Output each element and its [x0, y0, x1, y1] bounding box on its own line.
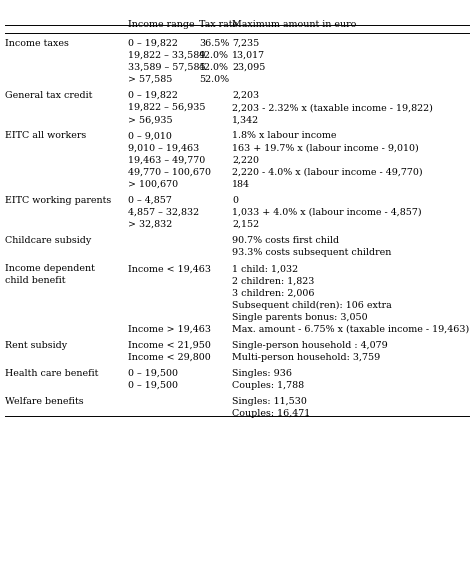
Text: Income > 19,463: Income > 19,463	[128, 325, 211, 334]
Text: 9,010 – 19,463: 9,010 – 19,463	[128, 144, 199, 153]
Text: > 100,670: > 100,670	[128, 180, 178, 189]
Text: Income taxes: Income taxes	[5, 39, 69, 48]
Text: 0 – 19,500: 0 – 19,500	[128, 381, 178, 390]
Text: Singles: 936: Singles: 936	[232, 369, 292, 378]
Text: 7,235: 7,235	[232, 39, 259, 48]
Text: 23,095: 23,095	[232, 63, 265, 72]
Text: Singles: 11,530: Singles: 11,530	[232, 397, 307, 406]
Text: Single parents bonus: 3,050: Single parents bonus: 3,050	[232, 312, 368, 321]
Text: EITC working parents: EITC working parents	[5, 196, 111, 205]
Text: 1,033 + 4.0% x (labour income - 4,857): 1,033 + 4.0% x (labour income - 4,857)	[232, 208, 422, 217]
Text: 19,822 – 33,589: 19,822 – 33,589	[128, 51, 205, 60]
Text: Health care benefit: Health care benefit	[5, 369, 98, 378]
Text: Income < 29,800: Income < 29,800	[128, 353, 211, 362]
Text: Couples: 1,788: Couples: 1,788	[232, 381, 304, 390]
Text: 19,463 – 49,770: 19,463 – 49,770	[128, 155, 205, 164]
Text: 2 children: 1,823: 2 children: 1,823	[232, 276, 315, 285]
Text: 0 – 9,010: 0 – 9,010	[128, 131, 172, 140]
Text: Couples: 16,471: Couples: 16,471	[232, 409, 310, 418]
Text: 36.5%: 36.5%	[199, 39, 229, 48]
Text: Maximum amount in euro: Maximum amount in euro	[232, 20, 356, 29]
Text: 42.0%: 42.0%	[199, 63, 229, 72]
Text: 90.7% costs first child: 90.7% costs first child	[232, 236, 339, 245]
Text: 13,017: 13,017	[232, 51, 265, 60]
Text: Income dependent: Income dependent	[5, 264, 95, 273]
Text: child benefit: child benefit	[5, 276, 65, 285]
Text: Income range: Income range	[128, 20, 195, 29]
Text: General tax credit: General tax credit	[5, 91, 92, 100]
Text: 49,770 – 100,670: 49,770 – 100,670	[128, 168, 211, 177]
Text: Multi-person household: 3,759: Multi-person household: 3,759	[232, 353, 381, 362]
Text: 33,589 – 57,585: 33,589 – 57,585	[128, 63, 206, 72]
Text: 0: 0	[232, 196, 238, 205]
Text: 2,203: 2,203	[232, 91, 259, 100]
Text: 1,342: 1,342	[232, 115, 259, 124]
Text: 4,857 – 32,832: 4,857 – 32,832	[128, 208, 199, 217]
Text: 52.0%: 52.0%	[199, 75, 229, 84]
Text: Income < 21,950: Income < 21,950	[128, 341, 211, 350]
Text: 1 child: 1,032: 1 child: 1,032	[232, 264, 299, 273]
Text: 0 – 4,857: 0 – 4,857	[128, 196, 172, 205]
Text: 3 children: 2,006: 3 children: 2,006	[232, 288, 315, 297]
Text: 1.8% x labour income: 1.8% x labour income	[232, 131, 337, 140]
Text: Single-person household : 4,079: Single-person household : 4,079	[232, 341, 388, 350]
Text: > 57,585: > 57,585	[128, 75, 173, 84]
Text: > 56,935: > 56,935	[128, 115, 173, 124]
Text: > 32,832: > 32,832	[128, 220, 172, 229]
Text: 19,822 – 56,935: 19,822 – 56,935	[128, 103, 206, 112]
Text: Income < 19,463: Income < 19,463	[128, 264, 211, 273]
Text: Rent subsidy: Rent subsidy	[5, 341, 67, 350]
Text: Childcare subsidy: Childcare subsidy	[5, 236, 91, 245]
Text: 2,220 - 4.0% x (labour income - 49,770): 2,220 - 4.0% x (labour income - 49,770)	[232, 168, 423, 177]
Text: Tax rate: Tax rate	[199, 20, 238, 29]
Text: 93.3% costs subsequent children: 93.3% costs subsequent children	[232, 248, 392, 257]
Text: 0 – 19,822: 0 – 19,822	[128, 39, 178, 48]
Text: 2,203 - 2.32% x (taxable income - 19,822): 2,203 - 2.32% x (taxable income - 19,822…	[232, 103, 433, 112]
Text: 2,220: 2,220	[232, 155, 259, 164]
Text: Subsequent child(ren): 106 extra: Subsequent child(ren): 106 extra	[232, 301, 392, 310]
Text: 0 – 19,822: 0 – 19,822	[128, 91, 178, 100]
Text: 163 + 19.7% x (labour income - 9,010): 163 + 19.7% x (labour income - 9,010)	[232, 144, 419, 153]
Text: 0 – 19,500: 0 – 19,500	[128, 369, 178, 378]
Text: Welfare benefits: Welfare benefits	[5, 397, 83, 406]
Text: EITC all workers: EITC all workers	[5, 131, 86, 140]
Text: 184: 184	[232, 180, 250, 189]
Text: 2,152: 2,152	[232, 220, 259, 229]
Text: Max. amount - 6.75% x (taxable income - 19,463): Max. amount - 6.75% x (taxable income - …	[232, 325, 470, 334]
Text: 42.0%: 42.0%	[199, 51, 229, 60]
